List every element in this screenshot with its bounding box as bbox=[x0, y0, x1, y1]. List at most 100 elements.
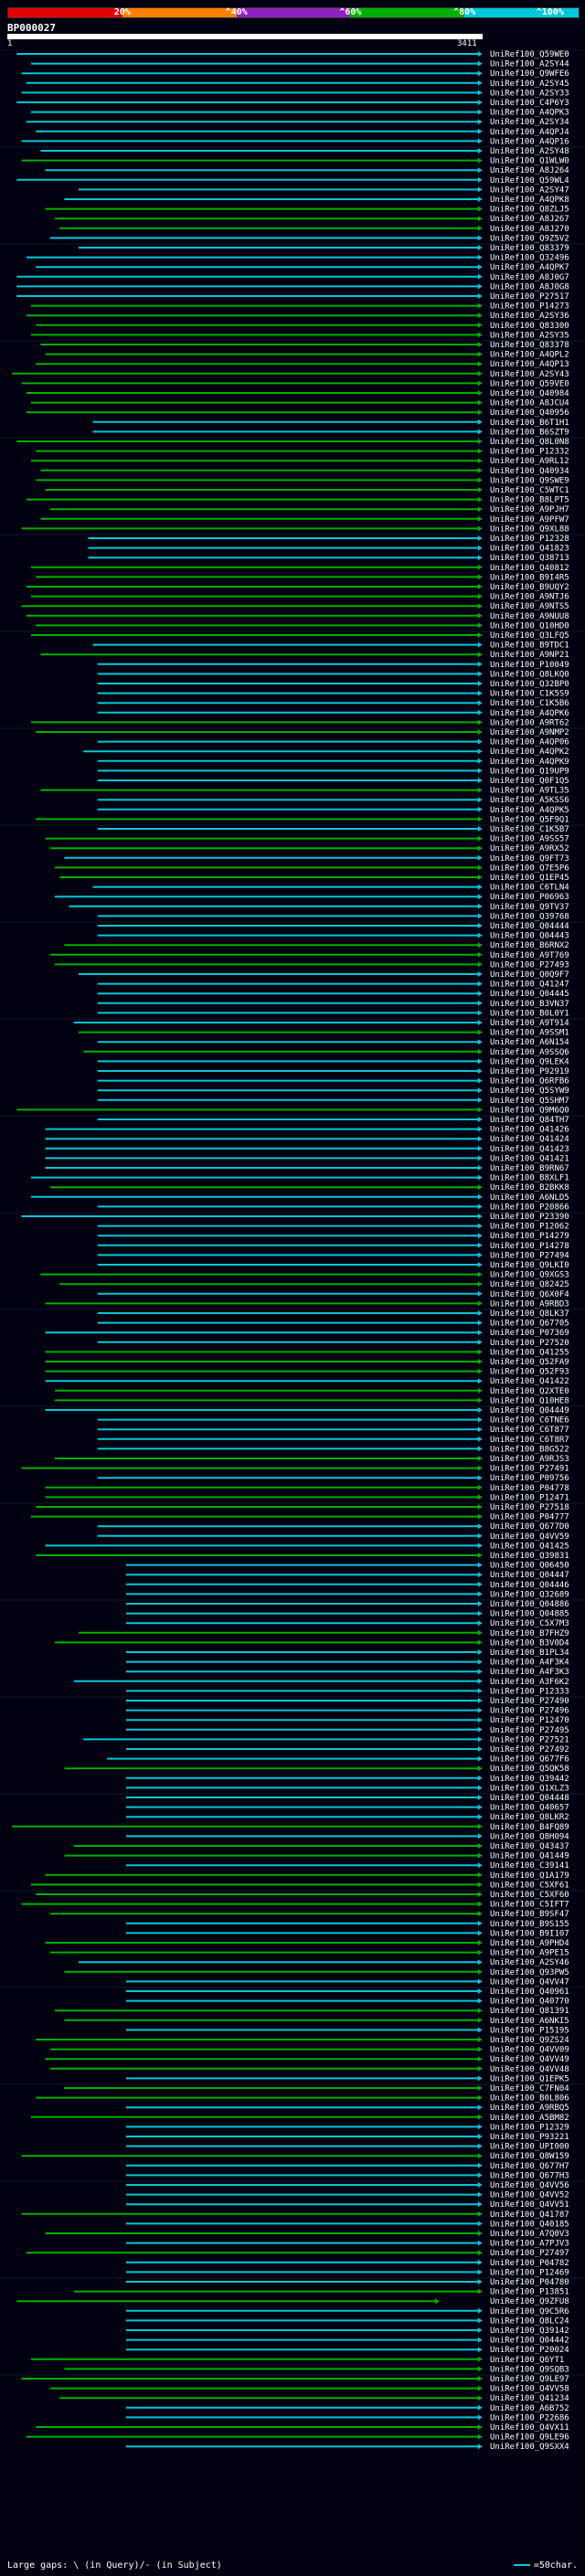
hit-label[interactable]: UniRef100_Q1XLZ3 bbox=[490, 1784, 569, 1793]
hit-label[interactable]: UniRef100_A4QP13 bbox=[490, 360, 569, 369]
hit-label[interactable]: UniRef100_A4QPK7 bbox=[490, 263, 569, 272]
hit-label[interactable]: UniRef100_P27493 bbox=[490, 960, 569, 970]
hit-label[interactable]: UniRef100_P27521 bbox=[490, 1735, 569, 1744]
hit-label[interactable]: UniRef100_B9S155 bbox=[490, 1920, 569, 1929]
hit-label[interactable]: UniRef100_Q10HD0 bbox=[490, 621, 569, 631]
hit-label[interactable]: UniRef100_C6TNE6 bbox=[490, 1416, 569, 1426]
hit-label[interactable]: UniRef100_Q04885 bbox=[490, 1610, 569, 1619]
hit-label[interactable]: UniRef100_Q82425 bbox=[490, 1280, 569, 1289]
hit-label[interactable]: UniRef100_A9NTJ6 bbox=[490, 593, 569, 602]
hit-label[interactable]: UniRef100_A9RX52 bbox=[490, 844, 569, 853]
hit-label[interactable]: UniRef100_B8XLF1 bbox=[490, 1174, 569, 1183]
hit-label[interactable]: UniRef100_C5X7M3 bbox=[490, 1619, 569, 1628]
hit-label[interactable]: UniRef100_Q41449 bbox=[490, 1852, 569, 1861]
hit-label[interactable]: UniRef100_A6B752 bbox=[490, 2404, 569, 2413]
hit-label[interactable]: UniRef100_Q9SWE9 bbox=[490, 476, 569, 485]
hit-label[interactable]: UniRef100_A9NP21 bbox=[490, 651, 569, 660]
hit-label[interactable]: UniRef100_P12470 bbox=[490, 1716, 569, 1725]
hit-label[interactable]: UniRef100_P04778 bbox=[490, 1484, 569, 1493]
hit-label[interactable]: UniRef100_Q83378 bbox=[490, 341, 569, 350]
hit-label[interactable]: UniRef100_A4QPK6 bbox=[490, 709, 569, 718]
hit-label[interactable]: UniRef100_Q83300 bbox=[490, 322, 569, 331]
hit-label[interactable]: UniRef100_B9RN67 bbox=[490, 1164, 569, 1173]
hit-label[interactable]: UniRef100_Q52F93 bbox=[490, 1368, 569, 1377]
hit-label[interactable]: UniRef100_B6SZT9 bbox=[490, 428, 569, 437]
hit-label[interactable]: UniRef100_Q41425 bbox=[490, 1542, 569, 1551]
hit-label[interactable]: UniRef100_C1K5B7 bbox=[490, 825, 569, 834]
hit-label[interactable]: UniRef100_Q4VV48 bbox=[490, 2065, 569, 2074]
hit-label[interactable]: UniRef100_A9NUU8 bbox=[490, 612, 569, 621]
hit-label[interactable]: UniRef100_B3VN37 bbox=[490, 1000, 569, 1009]
hit-label[interactable]: UniRef100_C1K5B6 bbox=[490, 699, 569, 708]
hit-label[interactable]: UniRef100_Q59WL4 bbox=[490, 176, 569, 186]
hit-label[interactable]: UniRef100_Q9XL88 bbox=[490, 525, 569, 534]
hit-label[interactable]: UniRef100_P04780 bbox=[490, 2278, 569, 2287]
hit-label[interactable]: UniRef100_Q83379 bbox=[490, 244, 569, 253]
hit-label[interactable]: UniRef100_P12062 bbox=[490, 1223, 569, 1232]
hit-label[interactable]: UniRef100_Q4VV09 bbox=[490, 2046, 569, 2055]
hit-label[interactable]: UniRef100_B7FHZ9 bbox=[490, 1629, 569, 1638]
hit-label[interactable]: UniRef100_A6NLD5 bbox=[490, 1193, 569, 1203]
hit-label[interactable]: UniRef100_Q2XTE0 bbox=[490, 1387, 569, 1396]
hit-label[interactable]: UniRef100_P27518 bbox=[490, 1503, 569, 1512]
hit-label[interactable]: UniRef100_P07369 bbox=[490, 1329, 569, 1338]
hit-label[interactable]: UniRef100_Q40770 bbox=[490, 1998, 569, 2007]
hit-label[interactable]: UniRef100_P22686 bbox=[490, 2413, 569, 2422]
hit-label[interactable]: UniRef100_A5BM82 bbox=[490, 2114, 569, 2123]
hit-label[interactable]: UniRef100_A2SY47 bbox=[490, 186, 569, 195]
hit-label[interactable]: UniRef100_Q9ZS24 bbox=[490, 2036, 569, 2045]
hit-label[interactable]: UniRef100_C4P6Y3 bbox=[490, 99, 569, 108]
hit-label[interactable]: UniRef100_A8JCU4 bbox=[490, 399, 569, 408]
hit-label[interactable]: UniRef100_P14273 bbox=[490, 302, 569, 312]
hit-label[interactable]: UniRef100_Q32496 bbox=[490, 254, 569, 263]
hit-label[interactable]: UniRef100_C6T877 bbox=[490, 1426, 569, 1435]
hit-label[interactable]: UniRef100_P12471 bbox=[490, 1493, 569, 1502]
hit-label[interactable]: UniRef100_Q9C5R6 bbox=[490, 2307, 569, 2316]
hit-label[interactable]: UniRef100_B9I107 bbox=[490, 1929, 569, 1938]
hit-label[interactable]: UniRef100_Q7E5P6 bbox=[490, 864, 569, 873]
hit-label[interactable]: UniRef100_Q0F1Q5 bbox=[490, 777, 569, 786]
hit-label[interactable]: UniRef100_A4QPJ4 bbox=[490, 128, 569, 137]
hit-label[interactable]: UniRef100_A2SY43 bbox=[490, 370, 569, 379]
hit-label[interactable]: UniRef100_B2BKK8 bbox=[490, 1183, 569, 1193]
hit-label[interactable]: UniRef100_Q4VV52 bbox=[490, 2191, 569, 2200]
hit-label[interactable]: UniRef100_A9PHD4 bbox=[490, 1939, 569, 1948]
hit-label[interactable]: UniRef100_Q04448 bbox=[490, 1794, 569, 1803]
hit-label[interactable]: UniRef100_Q5SHM7 bbox=[490, 1097, 569, 1106]
hit-label[interactable]: UniRef100_B3V0D4 bbox=[490, 1638, 569, 1648]
hit-label[interactable]: UniRef100_Q8LC24 bbox=[490, 2316, 569, 2326]
hit-label[interactable]: UniRef100_Q4VV47 bbox=[490, 1977, 569, 1987]
hit-label[interactable]: UniRef100_Q59WE0 bbox=[490, 50, 569, 59]
hit-label[interactable]: UniRef100_Q5F9Q1 bbox=[490, 815, 569, 824]
hit-label[interactable]: UniRef100_P93221 bbox=[490, 2133, 569, 2142]
hit-label[interactable]: UniRef100_Q8L0N8 bbox=[490, 438, 569, 447]
hit-label[interactable]: UniRef100_A8J0G7 bbox=[490, 273, 569, 282]
hit-label[interactable]: UniRef100_P06963 bbox=[490, 893, 569, 902]
hit-label[interactable]: UniRef100_P12333 bbox=[490, 1687, 569, 1696]
hit-label[interactable]: UniRef100_Q677H3 bbox=[490, 2171, 569, 2180]
hit-label[interactable]: UniRef100_Q10HE8 bbox=[490, 1396, 569, 1405]
hit-label[interactable]: UniRef100_Q9FT73 bbox=[490, 854, 569, 864]
hit-label[interactable]: UniRef100_P20866 bbox=[490, 1203, 569, 1212]
hit-label[interactable]: UniRef100_Q84TH7 bbox=[490, 1116, 569, 1125]
hit-label[interactable]: UniRef100_Q93PW5 bbox=[490, 1968, 569, 1977]
hit-label[interactable]: UniRef100_A9T914 bbox=[490, 1019, 569, 1028]
hit-label[interactable]: UniRef100_C5IFT7 bbox=[490, 1901, 569, 1910]
hit-label[interactable]: UniRef100_A5KSS6 bbox=[490, 796, 569, 805]
hit-label[interactable]: UniRef100_A7Q0V3 bbox=[490, 2230, 569, 2239]
hit-label[interactable]: UniRef100_Q41421 bbox=[490, 1154, 569, 1163]
hit-label[interactable]: UniRef100_P13851 bbox=[490, 2288, 569, 2297]
hit-label[interactable]: UniRef100_P27490 bbox=[490, 1697, 569, 1706]
hit-label[interactable]: UniRef100_A9RT62 bbox=[490, 718, 569, 727]
hit-label[interactable]: UniRef100_A2SY35 bbox=[490, 331, 569, 340]
hit-label[interactable]: UniRef100_Q9LEK4 bbox=[490, 1057, 569, 1066]
hit-label[interactable]: UniRef100_A9T769 bbox=[490, 951, 569, 960]
hit-label[interactable]: UniRef100_Q39768 bbox=[490, 912, 569, 921]
hit-label[interactable]: UniRef100_Q41234 bbox=[490, 2394, 569, 2403]
hit-label[interactable]: UniRef100_A2SY45 bbox=[490, 80, 569, 89]
hit-label[interactable]: UniRef100_Q4VV56 bbox=[490, 2181, 569, 2190]
hit-label[interactable]: UniRef100_Q04447 bbox=[490, 1571, 569, 1580]
hit-label[interactable]: UniRef100_P10049 bbox=[490, 661, 569, 670]
hit-label[interactable]: UniRef100_Q4VV49 bbox=[490, 2055, 569, 2064]
hit-label[interactable]: UniRef100_P12332 bbox=[490, 448, 569, 457]
